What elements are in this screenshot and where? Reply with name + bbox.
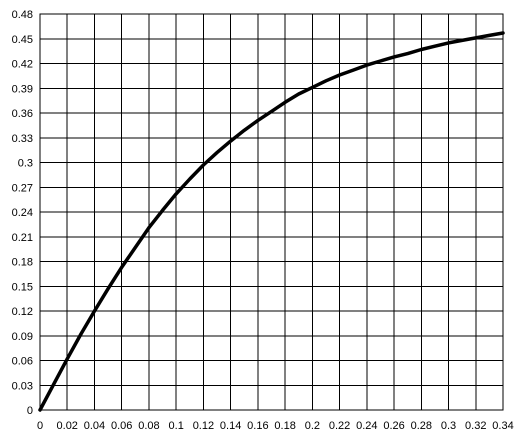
x-tick-label: 0.3 xyxy=(441,420,456,432)
x-tick-label: 0.34 xyxy=(492,420,513,432)
y-tick-label: 0.27 xyxy=(12,182,33,194)
series-line xyxy=(38,31,505,412)
x-tick-label: 0.1 xyxy=(169,420,184,432)
y-tick-label: 0.03 xyxy=(12,380,33,392)
x-tick-label: 0.26 xyxy=(383,420,404,432)
y-tick-label: 0.45 xyxy=(12,34,33,46)
y-axis-tick-labels: 0 0.03 0.06 0.09 0.12 0.15 0.18 0.21 0.24 0.27 0.3… xyxy=(12,9,33,417)
y-tick-label: 0.42 xyxy=(12,59,33,71)
x-tick-label: 0.2 xyxy=(305,420,320,432)
y-tick-label: 0.09 xyxy=(12,331,33,343)
y-tick-label: 0.21 xyxy=(12,232,33,244)
x-axis-tick-labels: 0 0.02 0.04 0.06 0.08 0.1 0.12 0.14 0.16 0.18 0.2 0… xyxy=(37,420,514,432)
x-tick-label: 0.22 xyxy=(329,420,350,432)
x-tick-label: 0.06 xyxy=(111,420,132,432)
x-tick-label: 0 xyxy=(37,420,43,432)
x-tick-label: 0.04 xyxy=(84,420,105,432)
y-tick-label: 0 xyxy=(27,405,33,417)
x-tick-label: 0.14 xyxy=(220,420,241,432)
grid xyxy=(39,13,504,411)
y-tick-label: 0.3 xyxy=(18,158,33,170)
plot-frame xyxy=(39,13,504,411)
y-tick-label: 0.18 xyxy=(12,257,33,269)
y-tick-label: 0.24 xyxy=(12,207,33,219)
x-tick-label: 0.18 xyxy=(274,420,295,432)
y-tick-label: 0.15 xyxy=(12,281,33,293)
series-layer xyxy=(38,31,505,412)
y-tick-label: 0.36 xyxy=(12,108,33,120)
x-tick-label: 0.02 xyxy=(57,420,78,432)
y-tick-label: 0.39 xyxy=(12,83,33,95)
y-tick-label: 0.33 xyxy=(12,133,33,145)
x-tick-label: 0.24 xyxy=(356,420,377,432)
x-tick-label: 0.16 xyxy=(247,420,268,432)
y-tick-label: 0.48 xyxy=(12,9,33,21)
x-tick-label: 0.08 xyxy=(138,420,159,432)
x-tick-label: 0.12 xyxy=(193,420,214,432)
x-tick-label: 0.28 xyxy=(411,420,432,432)
y-tick-label: 0.12 xyxy=(12,306,33,318)
y-tick-label: 0.06 xyxy=(12,356,33,368)
x-tick-label: 0.32 xyxy=(465,420,486,432)
